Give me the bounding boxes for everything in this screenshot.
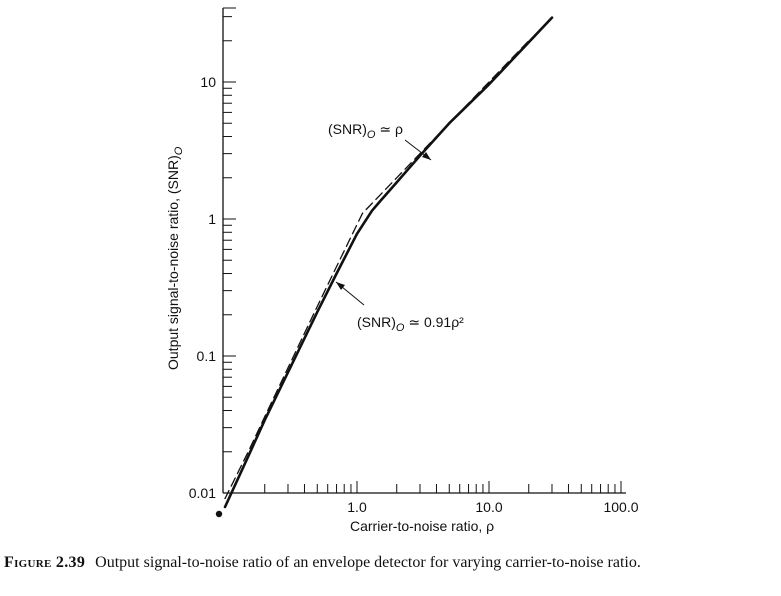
figure-number: Figure 2.39 [4, 554, 86, 571]
x-tick-label: 1.0 [347, 499, 367, 515]
series-layer [223, 16, 554, 509]
y-tick-label: 10 [200, 74, 216, 90]
x-tick-label: 100.0 [603, 499, 638, 515]
figure-chart: 0.01 0.1 1 10 1.0 10.0 100.0 (SNR)O ≃ ρ (SNR)O… [165, 7, 639, 534]
envelope-detector-curve [223, 16, 554, 509]
annotation-snr-approx-rho: (SNR)O ≃ ρ [328, 121, 403, 141]
figure-caption: Figure 2.39 Output signal-to-noise ratio … [4, 553, 779, 573]
origin-marker [215, 510, 223, 518]
y-tick-label: 1 [208, 211, 216, 227]
ticks-layer: 0.01 0.1 1 10 1.0 10.0 100.0 [189, 7, 639, 515]
annotation-arrowhead-091rho [336, 282, 345, 290]
y-axis-label: Output signal-to-noise ratio, (SNR)O [165, 146, 185, 370]
dashed-approximation-line [224, 40, 530, 500]
caption-text: Output signal-to-noise ratio of an envel… [95, 554, 641, 571]
x-tick-label: 10.0 [475, 499, 502, 515]
y-tick-label: 0.01 [189, 485, 216, 501]
annotation-arrowhead-rho [422, 152, 431, 160]
x-axis-label: Carrier-to-noise ratio, ρ [350, 518, 494, 534]
y-tick-label: 0.1 [197, 348, 217, 364]
annotation-layer: (SNR)O ≃ ρ (SNR)O ≃ 0.91ρ² [328, 121, 464, 334]
axes-layer [215, 8, 626, 518]
annotation-snr-approx-091rho: (SNR)O ≃ 0.91ρ² [357, 314, 464, 334]
